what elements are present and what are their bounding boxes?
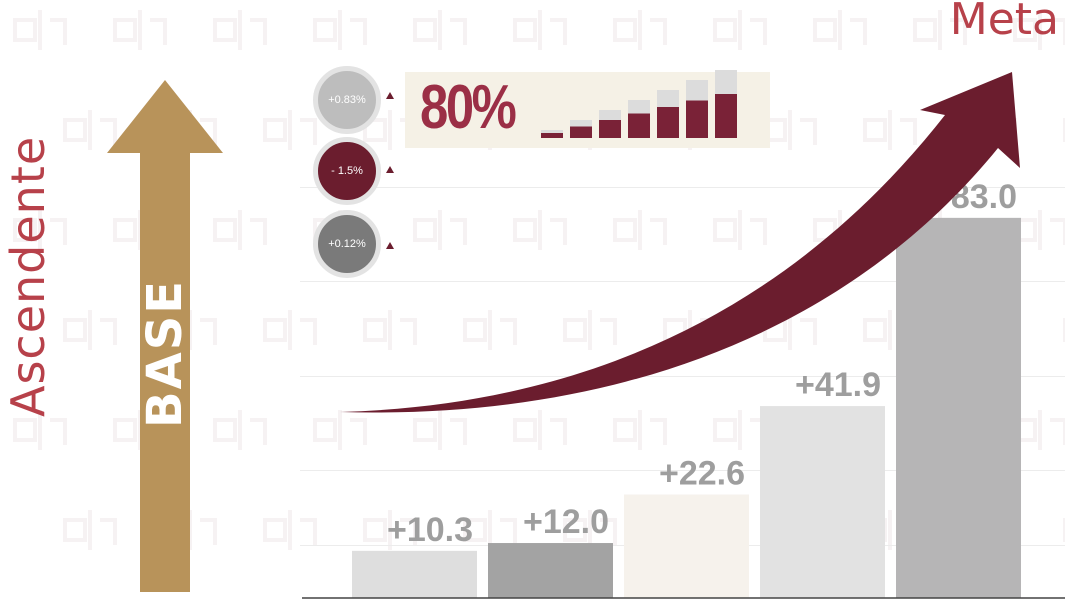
pattern-motif xyxy=(613,210,667,250)
mini-bar xyxy=(628,113,650,138)
pattern-motif xyxy=(613,410,667,450)
pattern-motif xyxy=(513,10,567,50)
mini-bar xyxy=(715,94,737,138)
pattern-motif xyxy=(913,10,967,50)
bar xyxy=(488,543,613,598)
kpi-percentage: 80% xyxy=(420,73,517,142)
pattern-motif xyxy=(563,310,617,350)
pattern-motif xyxy=(713,10,767,50)
pattern-motif xyxy=(863,110,917,150)
change-badge: +0.83% xyxy=(313,66,381,134)
bar xyxy=(624,494,749,598)
meta-label: Meta xyxy=(949,0,1059,45)
mini-bar xyxy=(657,107,679,138)
pattern-motif xyxy=(713,210,767,250)
pattern-motif xyxy=(213,10,267,50)
pattern-motif xyxy=(513,210,567,250)
pattern-motif xyxy=(413,10,467,50)
pattern-motif xyxy=(313,410,367,450)
mini-bar xyxy=(570,126,592,138)
change-badge: - 1.5% xyxy=(313,137,381,205)
badge-text: - 1.5% xyxy=(331,165,363,177)
base-up-arrow-icon xyxy=(107,80,223,592)
pattern-motif xyxy=(813,10,867,50)
up-triangle-icon xyxy=(386,242,394,249)
pattern-motif xyxy=(1013,10,1065,50)
pattern-motif xyxy=(263,310,317,350)
pattern-motif xyxy=(13,210,67,250)
gridline xyxy=(300,187,1065,188)
bar xyxy=(352,550,477,598)
up-triangle-icon xyxy=(386,166,394,173)
pattern-motif xyxy=(363,510,417,550)
bar-value-label: +12.0 xyxy=(523,503,609,541)
pattern-motif xyxy=(413,210,467,250)
pattern-motif xyxy=(263,510,317,550)
badge-text: +0.83% xyxy=(328,94,366,106)
pattern-motif xyxy=(613,10,667,50)
pattern-motif xyxy=(13,410,67,450)
pattern-motif xyxy=(313,10,367,50)
pattern-motif xyxy=(263,110,317,150)
change-badge: +0.12% xyxy=(313,210,381,278)
mini-bar xyxy=(599,120,621,138)
bar-value-label: +22.6 xyxy=(659,454,745,492)
pattern-motif xyxy=(13,10,67,50)
pattern-motif xyxy=(113,10,167,50)
pattern-motif xyxy=(63,510,117,550)
bar-value-label: +41.9 xyxy=(795,366,881,404)
mini-bar xyxy=(686,100,708,138)
mini-bar xyxy=(541,133,563,138)
bar xyxy=(896,217,1021,599)
bar-value-label: +10.3 xyxy=(387,511,473,549)
up-triangle-icon xyxy=(386,92,394,99)
pattern-motif xyxy=(463,310,517,350)
badge-text: +0.12% xyxy=(328,238,366,250)
pattern-motif xyxy=(63,310,117,350)
pattern-motif xyxy=(213,410,267,450)
pattern-motif xyxy=(213,210,267,250)
gridline xyxy=(300,470,1065,471)
gridline xyxy=(300,281,1065,282)
pattern-motif xyxy=(513,410,567,450)
pattern-motif xyxy=(413,410,467,450)
pattern-motif xyxy=(363,310,417,350)
bar xyxy=(760,406,885,598)
gridline xyxy=(300,376,1065,377)
pattern-motif xyxy=(63,110,117,150)
